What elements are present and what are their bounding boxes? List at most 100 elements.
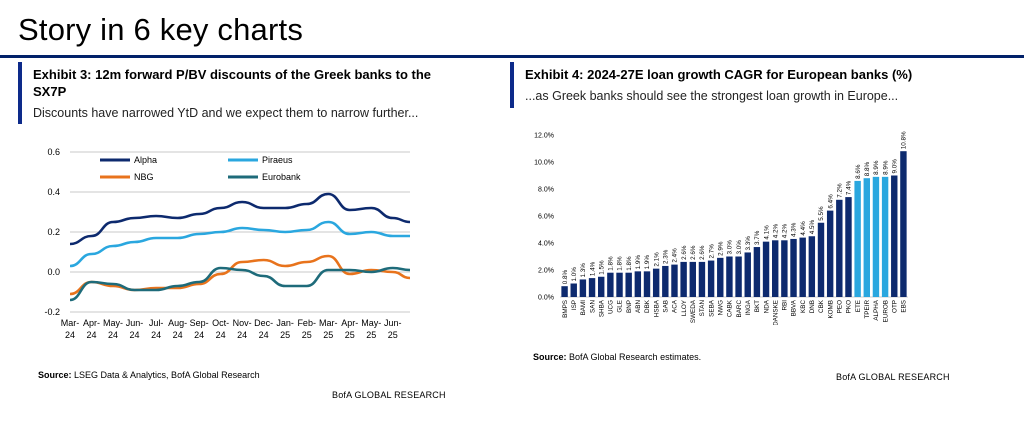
exhibit-accent-bar	[510, 62, 514, 108]
data-label: 2.6%	[699, 245, 706, 260]
category-label: SWEDA	[690, 299, 697, 323]
y-tick-label: 0.4	[47, 187, 60, 197]
exhibit-4-source: Source: BofA Global Research estimates.	[533, 352, 701, 362]
legend-label: Eurobank	[262, 172, 301, 182]
category-label: BBVA	[791, 299, 798, 316]
data-label: 7.2%	[837, 183, 844, 198]
bar-sweda	[689, 261, 696, 297]
bar-ucg	[607, 272, 614, 297]
category-label: UCG	[608, 300, 615, 314]
data-label: 1.3%	[580, 263, 587, 278]
bar-san	[588, 278, 596, 297]
source-label: Source:	[38, 370, 72, 380]
data-label: 5.5%	[818, 206, 825, 221]
data-label: 7.4%	[846, 180, 853, 195]
bar-ebs	[900, 151, 907, 297]
bar-bmps	[561, 286, 568, 297]
category-label: CBK	[818, 299, 825, 313]
data-label: 1.9%	[644, 255, 651, 270]
category-label: SEBA	[708, 299, 715, 317]
data-label: 4.2%	[772, 224, 779, 239]
exhibit-3-source: Source: LSEG Data & Analytics, BofA Glob…	[38, 370, 260, 380]
x-tick-label: Jul-	[149, 318, 164, 328]
x-tick-label: Oct-	[212, 318, 229, 328]
bar-nda	[762, 241, 770, 297]
x-tick-label: 24	[173, 330, 183, 340]
bar-rbi	[781, 240, 788, 297]
category-label: BKT	[754, 300, 761, 312]
category-label: BAMI	[580, 300, 587, 316]
y-tick-label: 0.2	[47, 227, 60, 237]
source-text: BofA Global Research estimates.	[566, 352, 702, 362]
bar-pko	[845, 197, 852, 297]
data-label: 2.9%	[717, 241, 724, 256]
data-label: 2.1%	[653, 252, 660, 267]
y-tick-label: 12.0%	[534, 133, 554, 140]
x-tick-label: Apr-	[83, 318, 100, 328]
x-tick-label: Jun-	[126, 318, 144, 328]
data-label: 1.9%	[635, 255, 642, 270]
x-tick-label: 24	[65, 330, 75, 340]
bar-bkt	[753, 247, 761, 297]
category-label: BARC	[736, 300, 743, 318]
category-label: DANSKE	[772, 300, 779, 325]
x-tick-label: 25	[345, 330, 355, 340]
data-label: 1.4%	[589, 261, 596, 276]
x-tick-label: 24	[216, 330, 226, 340]
bar-bbva	[790, 238, 797, 297]
category-label: BMPS	[562, 300, 569, 318]
data-label: 4.4%	[800, 221, 807, 236]
x-tick-label: 25	[280, 330, 290, 340]
bar-hsba	[652, 268, 660, 297]
series-line-piraeus	[69, 220, 410, 268]
bar-isp	[570, 283, 577, 297]
data-label: 3.3%	[745, 236, 752, 251]
bar-stan	[698, 261, 706, 297]
series-line-eurobank	[69, 266, 411, 302]
category-label: PEO	[837, 300, 844, 313]
series-line-nbg	[69, 254, 411, 296]
data-label: 4.2%	[782, 224, 789, 239]
bar-sab	[662, 265, 669, 297]
data-label: 0.8%	[562, 269, 569, 284]
data-label: 9.0%	[891, 159, 898, 174]
x-tick-label: Feb-	[297, 318, 316, 328]
x-tick-label: 24	[237, 330, 247, 340]
bofa-footer-left: BofA GLOBAL RESEARCH	[332, 390, 446, 400]
x-tick-label: Jun-	[384, 318, 402, 328]
data-label: 8.9%	[882, 160, 889, 175]
category-label: ABN	[635, 300, 642, 313]
bar-tpeir	[863, 178, 870, 297]
data-label: 4.5%	[809, 219, 816, 234]
bar-abn	[634, 271, 642, 297]
category-label: KBC	[800, 300, 807, 313]
bar-chart: 12.0% 10.0% 8.0% 6.0% 4.0% 2.0% 0.0% 0.8% BMPS 1.…	[534, 131, 908, 325]
data-label: 8.6%	[855, 164, 862, 179]
x-tick-label: Nov-	[233, 318, 252, 328]
category-label: OTP	[891, 300, 898, 313]
category-label: SHBA	[598, 299, 605, 317]
x-tick-label: 24	[194, 330, 204, 340]
category-label: TPEIR	[864, 300, 871, 319]
x-tick-label: 24	[259, 330, 269, 340]
bar-cabk	[726, 256, 733, 297]
bar-seba	[707, 260, 715, 297]
x-tick-label: 25	[388, 330, 398, 340]
category-label: LLOY	[681, 299, 688, 316]
bar-dnb	[808, 236, 816, 297]
legend-label: NBG	[134, 172, 154, 182]
category-label: SAN	[589, 300, 596, 313]
x-tick-label: 25	[323, 330, 333, 340]
bar-cbk	[817, 222, 825, 297]
data-label: 6.4%	[827, 194, 834, 209]
category-label: DBK	[644, 299, 651, 313]
page-title: Story in 6 key charts	[18, 12, 304, 47]
category-label: INGA	[745, 299, 752, 315]
bar-ete	[854, 180, 861, 297]
category-label: GLE	[617, 300, 624, 313]
data-label: 2.6%	[690, 245, 697, 260]
x-tick-label: 24	[151, 330, 161, 340]
category-label: KOMB	[827, 300, 834, 319]
category-label: NWG	[717, 300, 724, 315]
series-line-alpha	[69, 192, 411, 246]
